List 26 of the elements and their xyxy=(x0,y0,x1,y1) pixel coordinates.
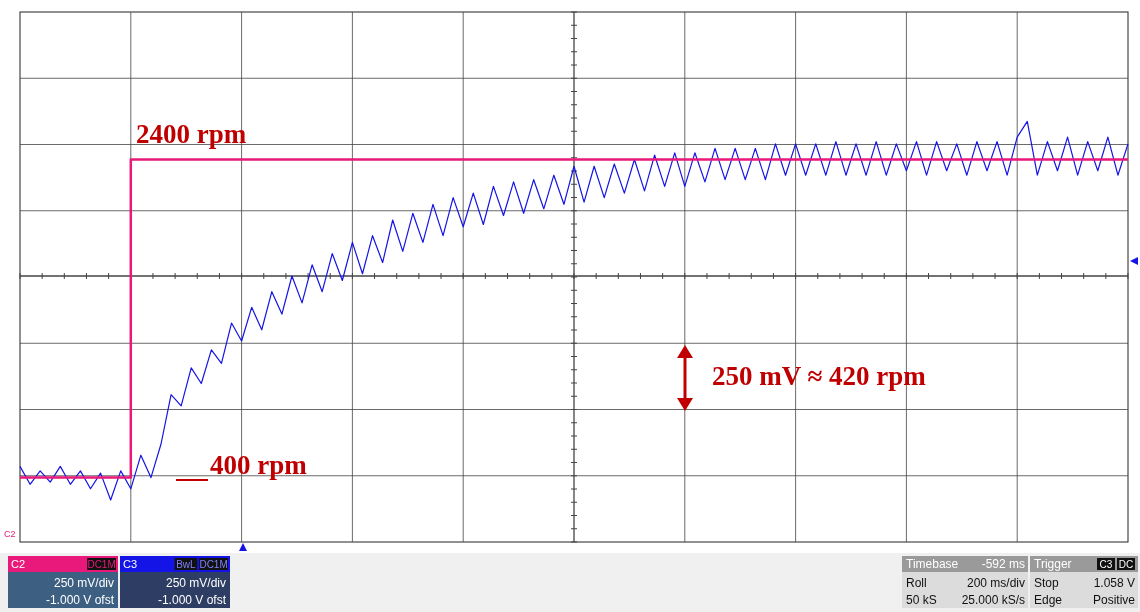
text: C3 xyxy=(1099,559,1113,570)
text: 200 ms/div xyxy=(966,576,1025,590)
annotation: 2400 rpm xyxy=(136,119,247,149)
text: -1.000 V ofst xyxy=(157,593,227,607)
text: C3 xyxy=(123,558,138,570)
text: 250 mV/div xyxy=(165,576,226,590)
text: 250 mV/div xyxy=(53,576,114,590)
text: C2 xyxy=(4,529,16,539)
text: C2 xyxy=(11,558,26,570)
text: DC1M xyxy=(87,559,116,570)
text: Roll xyxy=(906,576,927,590)
annotation: 400 rpm xyxy=(210,450,308,480)
text: 25.000 kS/s xyxy=(961,593,1025,607)
text: DC xyxy=(1118,559,1134,570)
text: Stop xyxy=(1034,576,1060,590)
text: -592 ms xyxy=(981,557,1025,571)
text: DC1M xyxy=(199,559,228,570)
text: -1.000 V ofst xyxy=(45,593,115,607)
text: Positive xyxy=(1092,593,1136,607)
text: Timebase xyxy=(906,557,959,571)
annotation: 250 mV ≈ 420 rpm xyxy=(712,361,927,391)
text: BwL xyxy=(176,559,197,570)
text: 50 kS xyxy=(906,593,937,607)
text: 1.058 V xyxy=(1093,576,1135,590)
text: Trigger xyxy=(1034,557,1072,571)
text: Edge xyxy=(1034,593,1063,607)
